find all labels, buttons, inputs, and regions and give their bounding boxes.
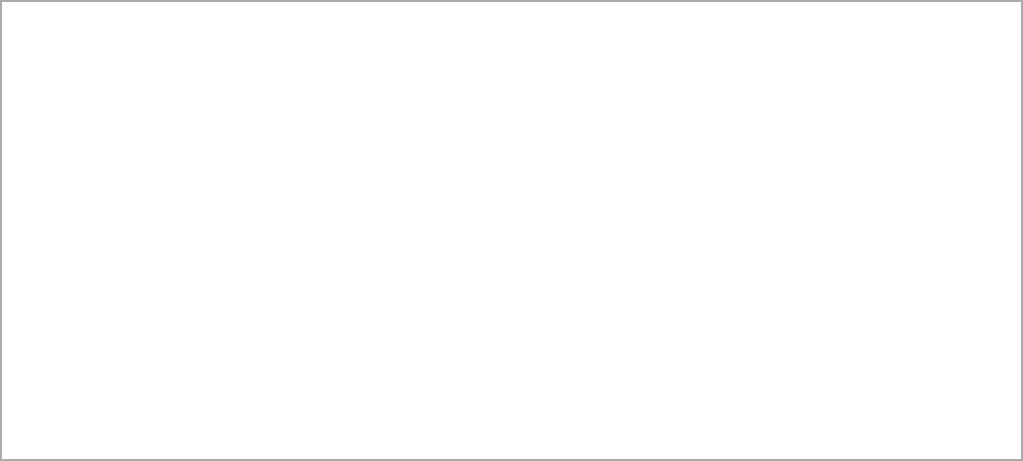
legend xyxy=(2,419,1021,432)
legend-series-swatch-icon xyxy=(424,419,479,432)
legend-average-dash-icon xyxy=(540,424,597,427)
